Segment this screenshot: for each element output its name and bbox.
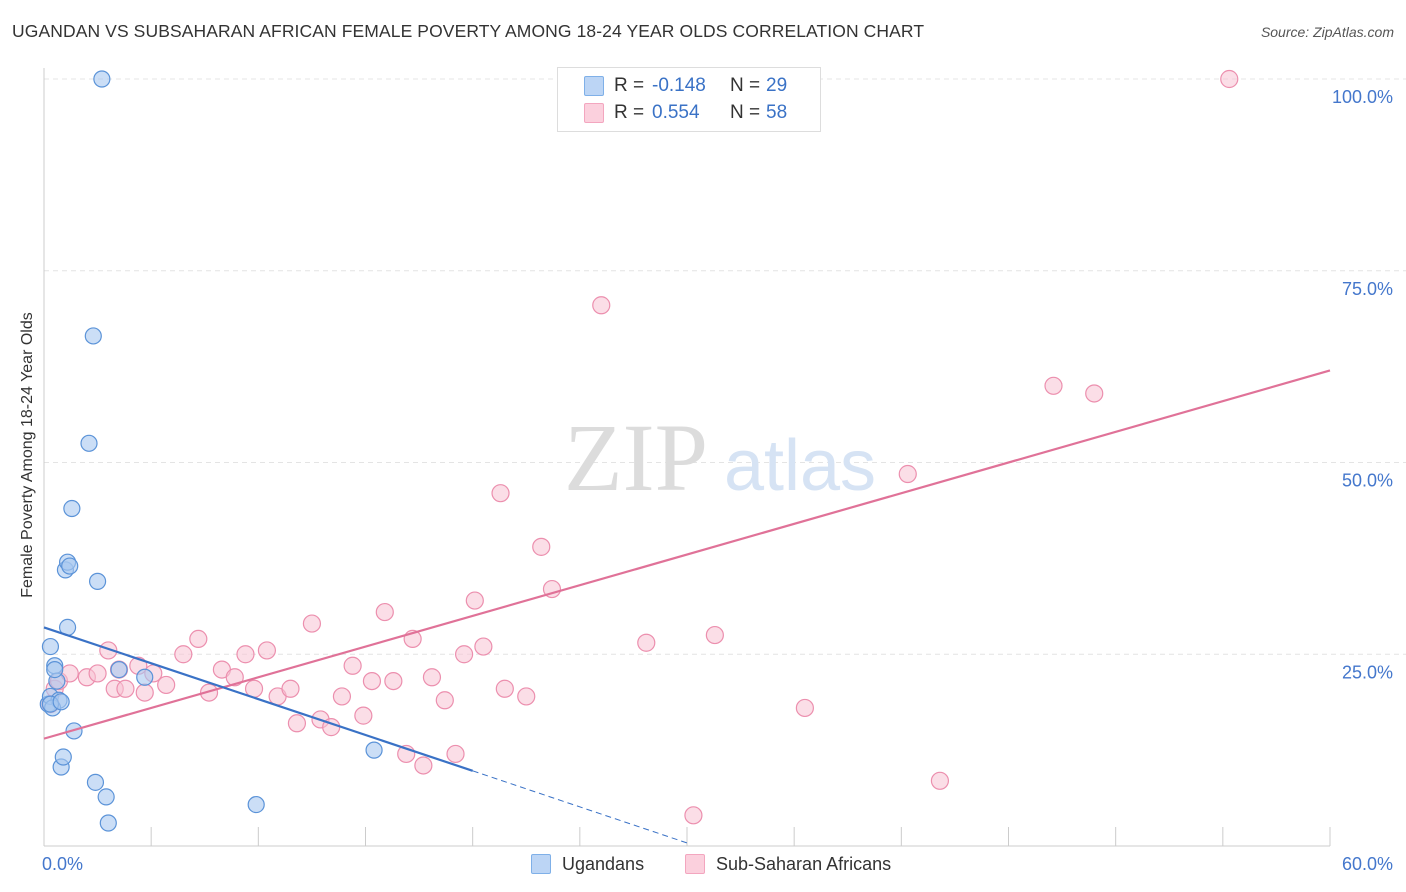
legend-row-ugandans: R = -0.148 N = 29 (584, 73, 787, 99)
y-tick-label: 25.0% (1342, 662, 1393, 682)
legend-r-value: -0.148 (652, 75, 706, 96)
watermark-zip: ZIP (564, 404, 708, 511)
data-point-sub-saharan (465, 591, 484, 610)
bottom-legend-swatch-sub-saharan (685, 854, 705, 874)
data-point-sub-saharan (88, 664, 107, 683)
trend-line-ugandans (43, 626, 474, 772)
data-point-sub-saharan (157, 675, 176, 695)
data-point-sub-saharan (795, 698, 814, 718)
data-point-sub-saharan (362, 671, 382, 691)
data-point-ugandans (63, 499, 81, 518)
data-point-sub-saharan (287, 714, 307, 733)
data-point-sub-saharan (930, 771, 950, 790)
data-point-sub-saharan (414, 756, 433, 775)
data-point-sub-saharan (637, 633, 656, 652)
legend-r-label: R = (614, 75, 645, 96)
legend-n-value: 29 (766, 75, 788, 96)
data-point-sub-saharan (225, 668, 244, 687)
legend-swatch-ugandans (584, 76, 604, 96)
data-point-sub-saharan (454, 645, 474, 664)
data-point-ugandans (54, 748, 72, 766)
data-point-ugandans (110, 660, 128, 679)
data-point-ugandans (136, 668, 154, 686)
trend-lines (43, 369, 1331, 844)
data-point-sub-saharan (236, 645, 255, 664)
x-tick-label: 0.0% (42, 854, 83, 874)
series-ugandans (39, 70, 383, 832)
bottom-legend-label-sub-saharan: Sub-Saharan Africans (716, 853, 892, 874)
data-point-ugandans (52, 693, 70, 711)
bottom-legend-sub-saharan: Sub-Saharan Africans (685, 851, 891, 877)
tick-labels: 25.0% 50.0% 75.0% 100.0% 0.0% 60.0% (42, 87, 1393, 874)
data-point-sub-saharan (281, 679, 300, 698)
legend-n-label: N = (730, 75, 761, 96)
data-point-ugandans (84, 327, 102, 345)
data-point-sub-saharan (302, 614, 322, 633)
data-point-sub-saharan (517, 687, 536, 706)
data-point-sub-saharan (1085, 384, 1104, 403)
data-point-sub-saharan (491, 484, 510, 503)
data-point-sub-saharan (422, 668, 442, 687)
data-point-sub-saharan (257, 641, 277, 660)
legend-swatch-sub-saharan (584, 103, 604, 123)
correlation-legend: R = -0.148 N = 29 R = 0.554 N = 58 (557, 67, 821, 132)
data-point-sub-saharan (1044, 376, 1063, 395)
legend-r-label: R = (614, 102, 645, 123)
data-point-sub-saharan (135, 683, 154, 702)
watermark: ZIP atlas (564, 404, 876, 511)
data-point-sub-saharan (532, 537, 551, 556)
legend-n-value: 58 (766, 102, 788, 123)
data-point-sub-saharan (495, 679, 514, 698)
bottom-legend-swatch-ugandans (531, 854, 551, 874)
data-point-sub-saharan (199, 683, 219, 702)
data-point-sub-saharan (343, 656, 362, 675)
data-point-sub-saharan (592, 296, 611, 315)
data-point-ugandans (80, 434, 98, 452)
data-point-sub-saharan (705, 625, 724, 645)
y-tick-label: 100.0% (1332, 87, 1393, 107)
data-point-sub-saharan (174, 645, 193, 664)
data-point-ugandans (41, 637, 60, 656)
data-point-ugandans (86, 773, 105, 791)
data-point-sub-saharan (354, 706, 373, 725)
watermark-atlas: atlas (724, 426, 876, 506)
data-point-sub-saharan (435, 691, 454, 710)
bottom-legend-ugandans: Ugandans (531, 851, 644, 877)
bottom-legend-label-ugandans: Ugandans (562, 853, 645, 874)
data-point-ugandans (88, 572, 107, 590)
data-point-sub-saharan (446, 744, 465, 764)
data-point-sub-saharan (189, 629, 208, 649)
data-point-sub-saharan (332, 687, 352, 706)
data-point-ugandans (61, 557, 79, 575)
x-tick-label: 60.0% (1342, 854, 1393, 874)
data-point-ugandans (247, 795, 265, 814)
y-tick-label: 50.0% (1342, 471, 1393, 491)
data-point-ugandans (99, 814, 117, 832)
trend-line-ugandans-extension (472, 770, 688, 844)
data-point-ugandans (97, 788, 115, 806)
y-tick-label: 75.0% (1342, 279, 1393, 299)
data-point-sub-saharan (384, 671, 403, 691)
data-point-sub-saharan (684, 806, 703, 825)
gridlines (44, 78, 1406, 655)
trend-line-sub-saharan (43, 369, 1331, 740)
data-point-sub-saharan (474, 637, 493, 656)
legend-n-label: N = (730, 102, 761, 123)
chart-title: UGANDAN VS SUBSAHARAN AFRICAN FEMALE POV… (12, 21, 925, 41)
legend-row-sub-saharan: R = 0.554 N = 58 (584, 100, 787, 126)
data-point-sub-saharan (1220, 69, 1239, 89)
data-point-sub-saharan (99, 641, 118, 660)
data-point-ugandans (46, 660, 64, 679)
axes (43, 68, 1331, 847)
data-point-ugandans (365, 741, 383, 759)
data-point-sub-saharan (898, 464, 917, 484)
data-point-sub-saharan (375, 602, 394, 622)
data-point-sub-saharan (116, 679, 135, 698)
legend-r-value: 0.554 (652, 102, 700, 123)
data-point-ugandans (93, 70, 111, 88)
source-note: Source: ZipAtlas.com (1260, 24, 1394, 40)
